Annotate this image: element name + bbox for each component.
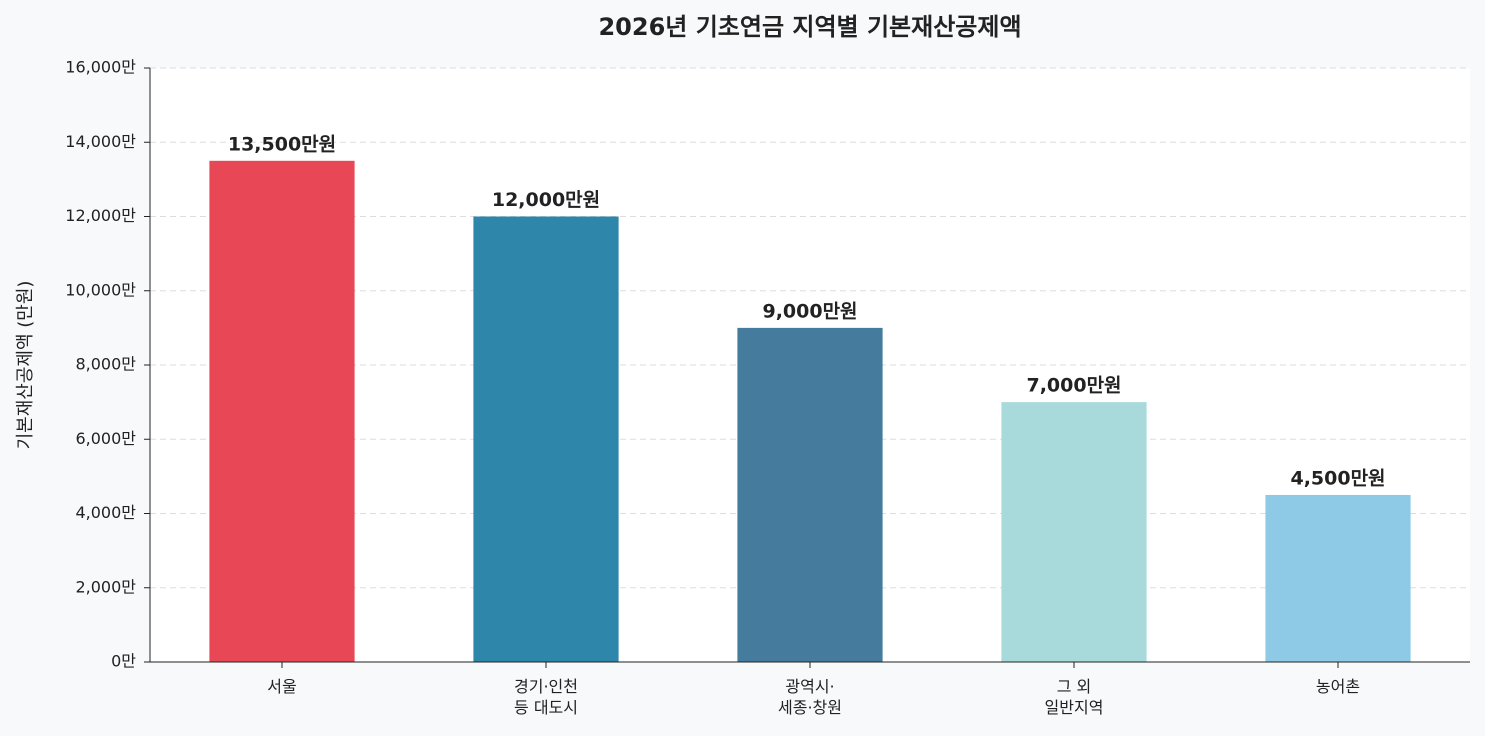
y-tick-label: 14,000만 (65, 132, 136, 151)
y-tick-label: 10,000만 (65, 280, 136, 299)
value-label: 7,000만원 (1026, 375, 1121, 397)
x-tick-label: 농어촌 (1315, 677, 1361, 696)
y-tick-label: 4,000만 (75, 503, 136, 522)
bar (1001, 402, 1147, 662)
y-tick-label: 0만 (111, 652, 136, 671)
x-tick-label: 광역시· 세종·창원 (778, 677, 842, 717)
y-tick-label: 8,000만 (75, 355, 136, 374)
value-label: 12,000만원 (492, 189, 600, 211)
chart-title: 2026년 기초연금 지역별 기본재산공제액 (598, 13, 1021, 41)
x-tick-label: 그 외 일반지역 (1044, 677, 1104, 717)
x-tick-label: 서울 (267, 677, 297, 696)
bar (737, 327, 883, 662)
bar (473, 216, 619, 662)
y-tick-label: 16,000만 (65, 58, 136, 77)
value-label: 9,000만원 (762, 300, 857, 322)
value-label: 4,500만원 (1290, 467, 1385, 489)
bar (1265, 494, 1411, 662)
y-tick-label: 6,000만 (75, 429, 136, 448)
value-label: 13,500만원 (228, 133, 336, 155)
y-axis-label: 기본재산공제액 (만원) (15, 281, 36, 450)
bar (209, 160, 355, 662)
y-tick-label: 2,000만 (75, 577, 136, 596)
x-tick-label: 경기·인천 등 대도시 (514, 677, 578, 717)
y-tick-label: 12,000만 (65, 206, 136, 225)
